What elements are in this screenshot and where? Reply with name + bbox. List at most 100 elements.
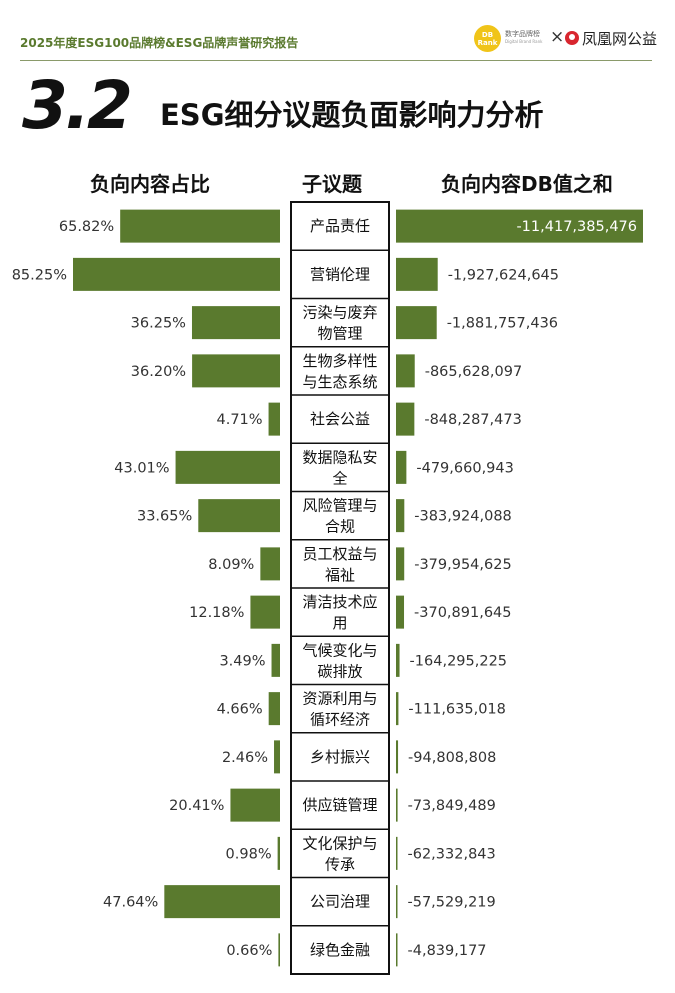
left-value-label: 33.65% [137, 509, 192, 525]
category-label: 资源利用与 [302, 690, 377, 708]
right-value-label: -383,924,088 [414, 509, 511, 525]
right-value-label: -11,417,385,476 [516, 219, 637, 235]
header-divider [20, 60, 652, 61]
right-bar [396, 402, 415, 436]
right-value-label: -111,635,018 [408, 702, 505, 718]
ifeng-logo-icon [565, 31, 579, 45]
left-bar [164, 885, 280, 919]
category-label: 与生态系统 [302, 373, 377, 391]
right-value-label: -1,927,624,645 [448, 267, 559, 283]
right-value-label: -73,849,489 [408, 798, 496, 814]
category-label: 用 [332, 614, 347, 632]
left-value-label: 85.25% [12, 267, 67, 283]
left-bar [271, 643, 280, 677]
right-bar [396, 692, 399, 726]
section-title: ESG细分议题负面影响力分析 [160, 98, 544, 132]
right-bar [396, 788, 398, 822]
category-label: 员工权益与 [302, 545, 377, 563]
right-bar [396, 595, 405, 629]
report-title: 2025年度ESG100品牌榜&ESG品牌声誉研究报告 [20, 36, 299, 50]
category-label: 传承 [325, 855, 355, 873]
left-value-label: 4.66% [217, 702, 263, 718]
left-value-label: 3.49% [219, 653, 265, 669]
left-value-label: 20.41% [169, 798, 224, 814]
right-value-label: -4,839,177 [408, 943, 487, 959]
category-label: 社会公益 [310, 410, 370, 428]
db-rank-logo-icon: DB Rank [474, 25, 501, 52]
left-value-label: 47.64% [103, 895, 158, 911]
category-label: 文化保护与 [302, 834, 377, 852]
right-value-label: -62,332,843 [408, 846, 496, 862]
right-bar [396, 209, 643, 243]
category-label: 生物多样性 [302, 352, 377, 370]
right-bar [396, 885, 398, 919]
category-label: 营销伦理 [310, 265, 370, 283]
right-value-label: -1,881,757,436 [447, 316, 558, 332]
left-column-header: 负向内容占比 [90, 172, 210, 196]
right-bar [396, 933, 398, 967]
db-rank-name: 数字品牌榜 [505, 30, 540, 38]
left-value-label: 4.71% [216, 412, 262, 428]
right-bar [396, 450, 407, 484]
right-bar [396, 547, 405, 581]
left-value-label: 2.46% [222, 750, 268, 766]
category-label: 清洁技术应 [302, 593, 377, 611]
category-label: 绿色金融 [310, 941, 370, 959]
right-bar [396, 740, 399, 774]
right-value-label: -94,808,808 [408, 750, 496, 766]
category-label: 气候变化与 [302, 641, 377, 659]
category-label: 福祉 [325, 566, 355, 584]
right-value-label: -57,529,219 [408, 895, 496, 911]
center-column-header: 子议题 [302, 172, 362, 196]
category-label: 碳排放 [317, 662, 362, 680]
left-bar [268, 402, 280, 436]
left-value-label: 0.66% [226, 943, 272, 959]
category-label: 供应链管理 [302, 796, 377, 814]
left-bar [277, 836, 280, 870]
left-value-label: 12.18% [189, 605, 244, 621]
category-label: 风险管理与 [302, 497, 377, 515]
left-bar [278, 933, 280, 967]
left-bar [73, 257, 280, 291]
left-value-label: 36.20% [131, 364, 186, 380]
left-bar [260, 547, 280, 581]
right-bar [396, 257, 438, 291]
right-bar [396, 643, 400, 677]
category-label: 污染与废弃 [302, 304, 377, 322]
right-bar [396, 306, 437, 340]
right-column-header: 负向内容DB值之和 [441, 172, 613, 196]
left-bar [274, 740, 280, 774]
category-label: 合规 [325, 518, 355, 536]
left-bar [198, 499, 280, 533]
category-label: 产品责任 [310, 217, 370, 235]
left-bar [230, 788, 280, 822]
left-bar [120, 209, 280, 243]
category-label: 全 [332, 469, 347, 487]
category-label: 物管理 [317, 325, 362, 343]
left-bar [268, 692, 280, 726]
left-bar [191, 306, 280, 340]
left-value-label: 0.98% [226, 846, 272, 862]
right-value-label: -379,954,625 [414, 557, 511, 573]
left-bar [192, 354, 280, 388]
logo-cross: × [550, 27, 565, 47]
left-bar [250, 595, 280, 629]
right-bar [396, 499, 405, 533]
right-value-label: -865,628,097 [425, 364, 522, 380]
db-rank-subname: Digital Brand Rank [505, 39, 543, 44]
section-number: 3.2 [22, 67, 133, 144]
ifeng-logo-text: 凤凰网公益 [582, 30, 658, 48]
right-bar [396, 836, 398, 870]
right-value-label: -848,287,473 [424, 412, 521, 428]
right-value-label: -479,660,943 [416, 460, 513, 476]
left-value-label: 65.82% [59, 219, 114, 235]
category-label: 循环经济 [310, 711, 370, 729]
left-value-label: 36.25% [131, 316, 186, 332]
left-value-label: 8.09% [208, 557, 254, 573]
right-value-label: -164,295,225 [410, 653, 507, 669]
right-bar [396, 354, 415, 388]
category-label: 公司治理 [310, 893, 370, 911]
left-bar [175, 450, 280, 484]
left-value-label: 43.01% [114, 460, 169, 476]
